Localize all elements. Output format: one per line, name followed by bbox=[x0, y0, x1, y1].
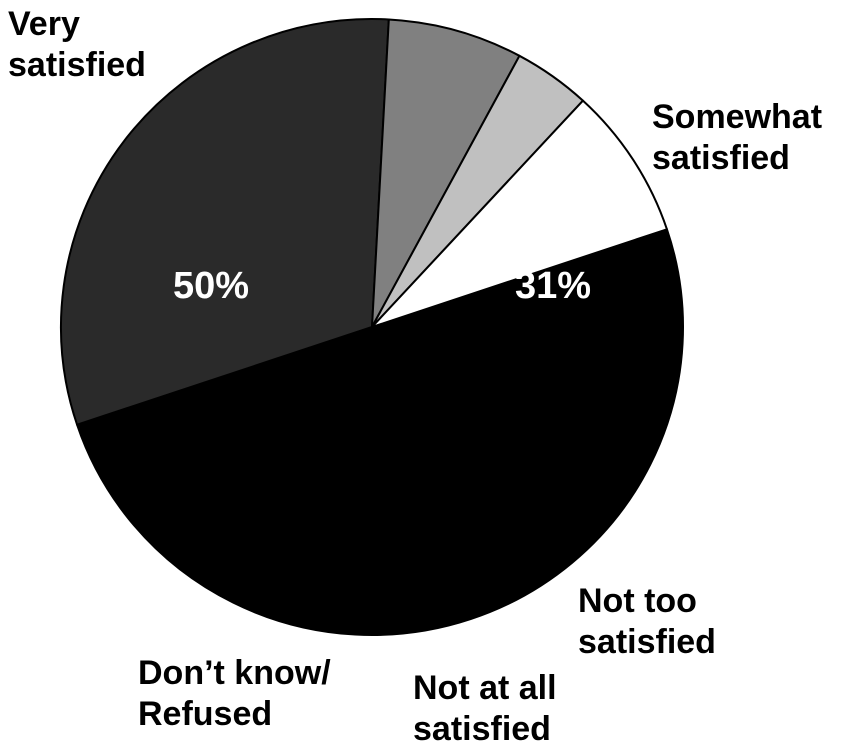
pie-category-label-line: Refused bbox=[138, 695, 272, 733]
pie-category-label-line: satisfied bbox=[413, 710, 551, 744]
pie-category-label: Don’t know/Refused bbox=[138, 654, 331, 733]
pie-percent-label: 31% bbox=[515, 265, 591, 307]
pie-category-label-line: Not too bbox=[578, 582, 697, 620]
pie-percent-label: 7% bbox=[503, 507, 558, 549]
pie-category-label-line: satisfied bbox=[578, 623, 716, 661]
pie-category-label-line: satisfied bbox=[8, 46, 146, 84]
percent-labels: 50% 31% 7% 4% 8% bbox=[173, 265, 591, 602]
pie-category-label: Very satisfied bbox=[8, 5, 146, 84]
pie-category-label: Not at all satisfied bbox=[413, 669, 557, 744]
pie-slice-3 bbox=[371, 18, 521, 328]
pie-percent-label: 8% bbox=[323, 560, 378, 602]
pie-percent-label: 50% bbox=[173, 265, 249, 307]
pie-category-label: Not too satisfied bbox=[578, 582, 716, 661]
pie-percent-label: 4% bbox=[425, 551, 480, 593]
pie-category-label-line: Somewhat bbox=[652, 98, 822, 136]
pie-category-label-line: satisfied bbox=[652, 139, 790, 177]
pie-category-label-line: Don’t know/ bbox=[138, 654, 331, 692]
pie-category-label-line: Not at all bbox=[413, 669, 557, 707]
pie-slice-1 bbox=[76, 228, 684, 636]
pie-slice-2 bbox=[59, 18, 390, 426]
pie-slice-5 bbox=[371, 99, 668, 328]
pie-slices bbox=[59, 18, 684, 636]
pie-category-label: Somewhat satisfied bbox=[652, 98, 822, 177]
pie-category-label-line: Very bbox=[8, 5, 80, 43]
